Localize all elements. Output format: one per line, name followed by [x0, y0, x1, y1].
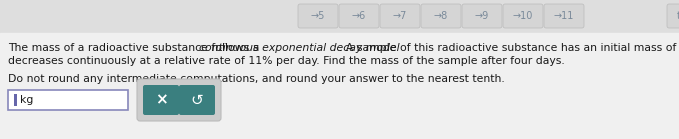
Text: t: t [677, 11, 679, 21]
Text: →11: →11 [554, 11, 574, 21]
FancyBboxPatch shape [544, 4, 584, 28]
FancyBboxPatch shape [380, 4, 420, 28]
FancyBboxPatch shape [298, 4, 338, 28]
Text: continuous exponential decay model: continuous exponential decay model [199, 43, 400, 53]
Text: kg: kg [20, 95, 33, 105]
Bar [0, 0, 679, 33]
Text: →5: →5 [311, 11, 325, 21]
Text: →7: →7 [393, 11, 407, 21]
FancyBboxPatch shape [8, 90, 128, 110]
Text: Do not round any intermediate computations, and round your answer to the nearest: Do not round any intermediate computatio… [8, 74, 504, 84]
Text: →10: →10 [513, 11, 533, 21]
Text: →6: →6 [352, 11, 366, 21]
FancyBboxPatch shape [339, 4, 379, 28]
Text: The mass of a radioactive substance follows a: The mass of a radioactive substance foll… [8, 43, 263, 53]
FancyBboxPatch shape [421, 4, 461, 28]
Text: decreases continuously at a relative rate of 11% per day. Find the mass of the s: decreases continuously at a relative rat… [8, 56, 565, 66]
Text: →9: →9 [475, 11, 489, 21]
FancyBboxPatch shape [503, 4, 543, 28]
FancyBboxPatch shape [14, 94, 17, 106]
Text: ×: × [155, 92, 168, 107]
FancyBboxPatch shape [137, 79, 221, 121]
Text: ↺: ↺ [191, 92, 204, 107]
Text: . A sample of this radioactive substance has an initial mass of 814 kg and: . A sample of this radioactive substance… [339, 43, 679, 53]
FancyBboxPatch shape [667, 4, 679, 28]
Text: →8: →8 [434, 11, 448, 21]
FancyBboxPatch shape [179, 85, 215, 115]
Bar [0, 33, 679, 139]
FancyBboxPatch shape [143, 85, 179, 115]
FancyBboxPatch shape [462, 4, 502, 28]
